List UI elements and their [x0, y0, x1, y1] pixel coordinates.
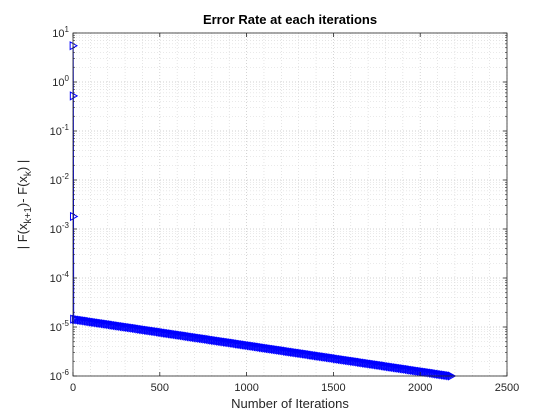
- series-markers: [69, 41, 457, 381]
- y-tick-label: 100: [52, 74, 69, 89]
- plot-area: [73, 33, 507, 376]
- chart-title: Error Rate at each iterations: [203, 12, 377, 27]
- y-tick-label: 10-2: [50, 172, 70, 187]
- x-tick-label: 1500: [321, 382, 345, 394]
- y-tick-label: 10-6: [50, 368, 70, 383]
- x-tick-label: 1000: [234, 382, 258, 394]
- data-point-marker: [69, 91, 79, 101]
- y-axis-label: | F(xk+1)- F(xk) |: [15, 160, 34, 250]
- data-point-marker: [69, 211, 79, 222]
- x-axis-label: Number of Iterations: [231, 396, 349, 411]
- x-tick-label: 0: [70, 382, 76, 394]
- y-tick-label: 10-5: [50, 319, 70, 334]
- axes-box: [72, 32, 508, 377]
- tick-marks: [72, 32, 508, 377]
- y-tick-label: 101: [52, 25, 69, 40]
- y-tick-label: 10-3: [50, 221, 70, 236]
- x-tick-label: 2500: [495, 382, 519, 394]
- x-tick-label: 2000: [408, 382, 432, 394]
- x-tick-label: 500: [151, 382, 169, 394]
- y-tick-label: 10-1: [50, 123, 70, 138]
- y-tick-label: 10-4: [50, 270, 70, 285]
- grid: [72, 32, 508, 377]
